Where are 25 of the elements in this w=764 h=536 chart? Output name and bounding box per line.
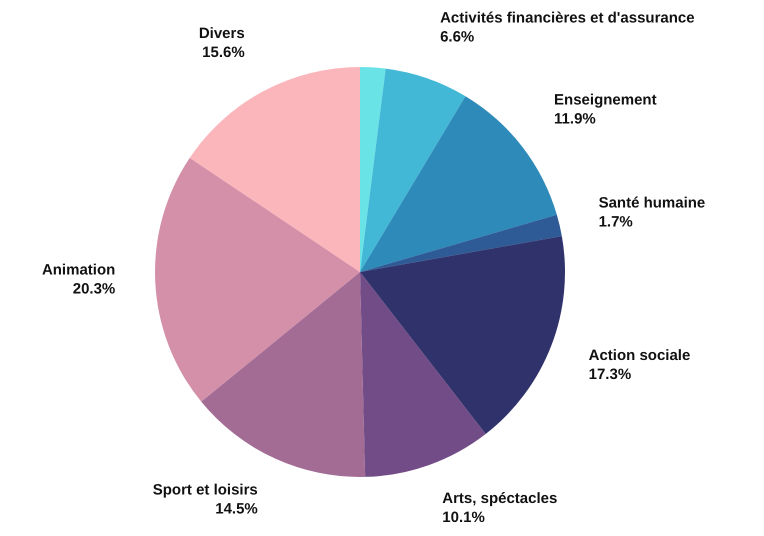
pie-slice [360, 272, 486, 477]
data-label: 14.5% [215, 500, 258, 518]
pie-slice [360, 68, 466, 272]
pie-slice [155, 158, 360, 402]
slice-label: Activités financières et d'assurance [440, 9, 695, 26]
data-label: 1.7% [598, 213, 633, 230]
data-label: 20.3% [72, 280, 116, 298]
data-label: 15.6% [202, 44, 245, 61]
data-label: 11.9% [554, 110, 596, 128]
data-label: 10.1% [442, 508, 485, 526]
slice-label: Sport et loisirs [152, 482, 258, 499]
pie-slice [360, 214, 562, 272]
slice-label: Action sociale [588, 347, 690, 364]
pie-slice [360, 96, 557, 272]
pie-slice [360, 236, 565, 434]
pie-slice [201, 272, 366, 477]
slice-label: Enseignement [554, 91, 657, 108]
slice-label: Animation [42, 262, 116, 279]
slice-label: Divers [198, 24, 245, 42]
slice-label: Santé humaine [598, 194, 706, 212]
slice-label: Arts, spéctacles [442, 490, 558, 507]
data-label: 6.6% [440, 28, 474, 46]
pie-slice [190, 67, 360, 272]
pie-slice [360, 67, 386, 272]
data-label: 17.3% [588, 366, 632, 384]
